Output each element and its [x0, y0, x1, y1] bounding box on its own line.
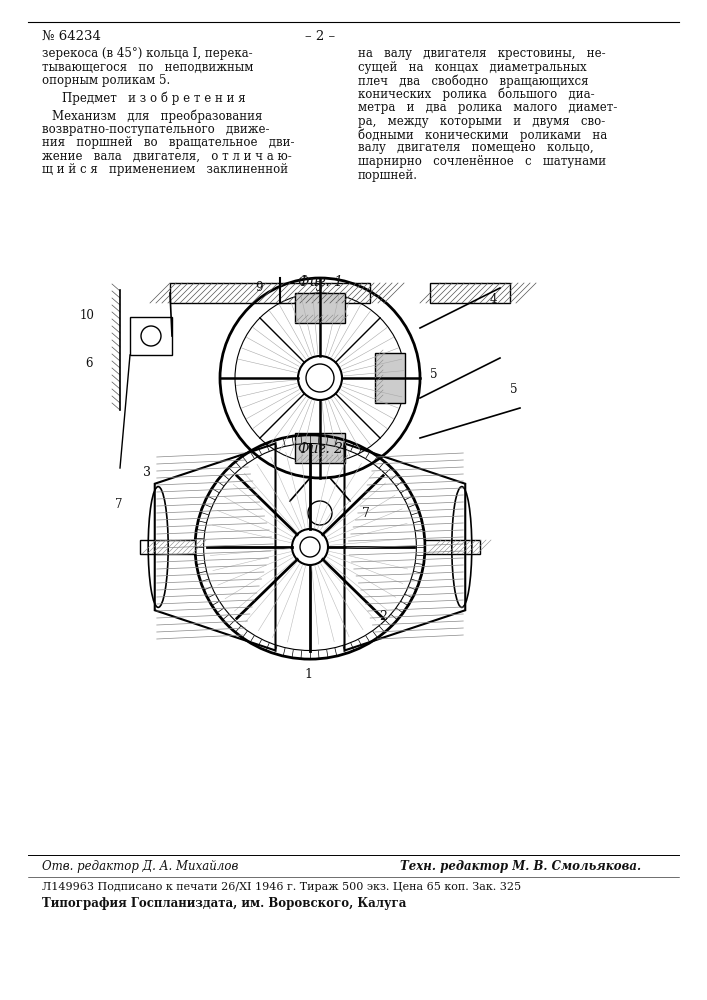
- Bar: [425, 540, 480, 554]
- Text: 10: 10: [80, 309, 95, 322]
- Text: тывающегося   по   неподвижным: тывающегося по неподвижным: [42, 60, 253, 74]
- FancyBboxPatch shape: [295, 433, 345, 463]
- Text: сущей   на   концах   диаметральных: сущей на концах диаметральных: [358, 60, 587, 74]
- Bar: [140, 540, 195, 554]
- Text: 9: 9: [255, 281, 262, 294]
- Text: на   валу   двигателя   крестовины,   не-: на валу двигателя крестовины, не-: [358, 47, 606, 60]
- Text: шарнирно   сочленённое   с   шатунами: шарнирно сочленённое с шатунами: [358, 155, 606, 168]
- Text: конических   ролика   большого   диа-: конических ролика большого диа-: [358, 88, 595, 101]
- FancyBboxPatch shape: [295, 293, 345, 323]
- Text: – 2 –: – 2 –: [305, 30, 335, 43]
- Text: Фиг. 2: Фиг. 2: [298, 442, 342, 456]
- Text: валу   двигателя   помещено   кольцо,: валу двигателя помещено кольцо,: [358, 141, 594, 154]
- Bar: [170, 283, 370, 303]
- Text: Отв. редактор Д. А. Михайлов: Отв. редактор Д. А. Михайлов: [42, 860, 238, 873]
- Circle shape: [292, 529, 328, 565]
- Text: плеч   два   свободно   вращающихся: плеч два свободно вращающихся: [358, 74, 588, 88]
- Text: щ и й с я   применением   заклиненной: щ и й с я применением заклиненной: [42, 163, 288, 176]
- Text: возвратно-поступательного   движе-: возвратно-поступательного движе-: [42, 123, 269, 136]
- Text: Предмет   и з о б р е т е н и я: Предмет и з о б р е т е н и я: [62, 92, 245, 105]
- Text: 7: 7: [115, 498, 122, 511]
- Text: 2: 2: [379, 610, 387, 623]
- Text: поршней.: поршней.: [358, 168, 418, 182]
- Text: 5: 5: [315, 281, 322, 294]
- Text: 1: 1: [304, 668, 312, 681]
- Text: 6: 6: [85, 357, 93, 370]
- Text: опорным роликам 5.: опорным роликам 5.: [42, 74, 170, 87]
- Text: Механизм   для   преобразования: Механизм для преобразования: [52, 109, 262, 123]
- Circle shape: [298, 356, 342, 400]
- Text: 3: 3: [144, 466, 151, 480]
- Text: жение   вала   двигателя,   о т л и ч а ю-: жение вала двигателя, о т л и ч а ю-: [42, 150, 292, 163]
- Text: бодными   коническими   роликами   на: бодными коническими роликами на: [358, 128, 607, 141]
- Text: Типография Госпланиздата, им. Воровского, Калуга: Типография Госпланиздата, им. Воровского…: [42, 897, 407, 910]
- Text: 7: 7: [362, 507, 370, 520]
- Bar: [130, 317, 172, 355]
- FancyBboxPatch shape: [375, 353, 405, 403]
- Bar: [430, 283, 510, 303]
- Text: ра,   между   которыми   и   двумя   сво-: ра, между которыми и двумя сво-: [358, 114, 605, 127]
- Text: 4: 4: [490, 293, 498, 306]
- Text: Техн. редактор М. В. Смольякова.: Техн. редактор М. В. Смольякова.: [400, 860, 641, 873]
- Text: метра   и   два   ролика   малого   диамет-: метра и два ролика малого диамет-: [358, 101, 617, 114]
- Text: Л149963 Подписано к печати 26/XI 1946 г. Тираж 500 экз. Цена 65 коп. Зак. 325: Л149963 Подписано к печати 26/XI 1946 г.…: [42, 882, 521, 892]
- Text: 5: 5: [430, 368, 438, 381]
- Text: 5: 5: [510, 383, 518, 396]
- Text: ния   поршней   во   вращательное   дви-: ния поршней во вращательное дви-: [42, 136, 295, 149]
- Text: № 64234: № 64234: [42, 30, 101, 43]
- Text: Фиг. 1: Фиг. 1: [298, 275, 342, 289]
- Text: зерекоса (в 45°) кольца I, перека-: зерекоса (в 45°) кольца I, перека-: [42, 47, 252, 60]
